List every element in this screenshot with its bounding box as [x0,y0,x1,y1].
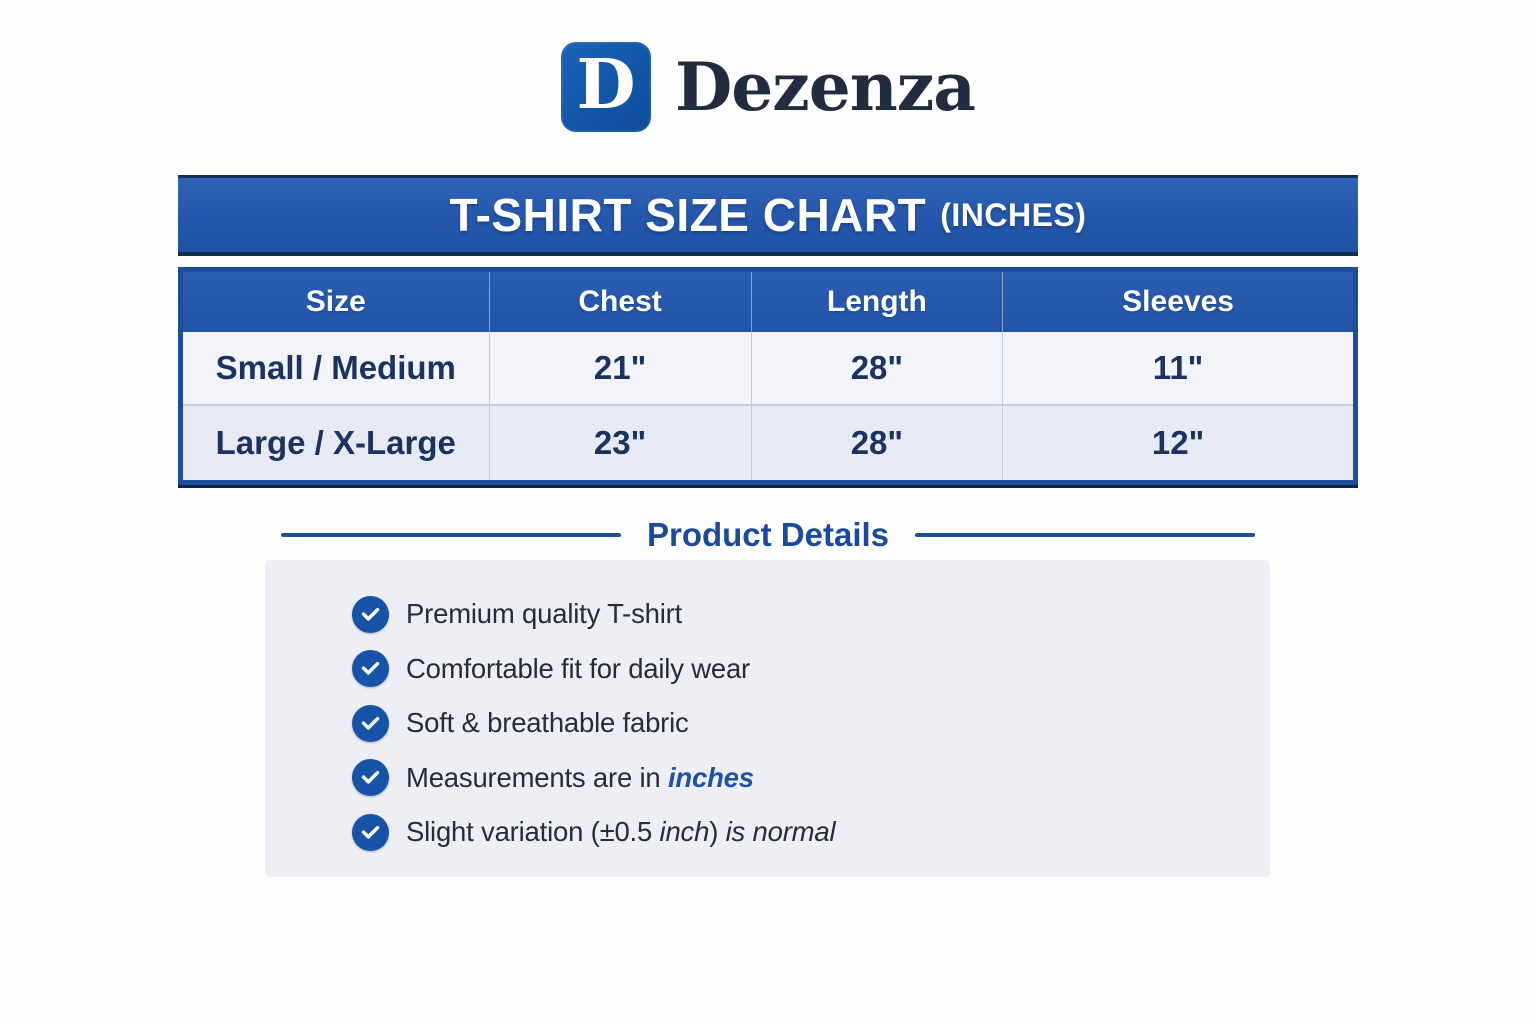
column-header-chest: Chest [490,272,752,332]
list-item-text: Measurements are in inches [406,762,754,794]
cell-size: Large / X-Large [183,406,490,480]
size-chart-table: Size Chest Length Sleeves Small / Medium… [178,267,1358,485]
list-item-text: Slight variation (±0.5 inch) is normal [406,816,836,848]
brand-d-icon: D [561,42,652,132]
list-item-text: Soft & breathable fabric [406,707,689,739]
check-icon [352,759,389,797]
list-item: Measurements are in inches [352,751,1270,806]
cell-length: 28" [752,332,1004,404]
list-item: Comfortable fit for daily wear [352,642,1270,697]
divider-line-right [915,533,1256,537]
list-item-prefix: Measurements are in [406,761,668,793]
cell-sleeves: 11" [1152,349,1204,386]
check-icon [352,704,389,742]
check-icon [352,650,389,688]
cell-chest: 21" [490,332,752,404]
check-icon [352,813,389,851]
list-item: Soft & breathable fabric [352,696,1270,751]
product-details-title: Product Details [646,516,890,553]
list-item: Premium quality T-shirt [352,587,1270,642]
list-item: Slight variation (±0.5 inch) is normal [352,805,1270,860]
list-item-part1: Slight variation (±0.5 [406,816,660,848]
table-row: Large / X-Large 23" 28" 12" [183,406,1353,480]
cell-size: Small / Medium [183,332,490,404]
list-item-text: Premium quality T-shirt [406,598,683,630]
list-item-italic1: inch [659,816,710,848]
list-item-text: Comfortable fit for daily wear [406,652,750,684]
column-header-size: Size [183,272,490,332]
cell-sleeves: 12" [1151,424,1205,461]
cell-length: 28" [752,406,1004,480]
list-item-emphasis: inches [667,761,754,793]
list-item-italic2: is normal [725,816,836,848]
product-details-heading: Product Details [0,516,1536,554]
size-chart-title-bar: T-SHIRT SIZE CHART (INCHES) [178,175,1358,256]
brand-name: Dezenza [675,48,976,126]
column-header-length: Length [752,272,1004,332]
product-details-panel: Premium quality T-shirt Comfortable fit … [265,560,1270,877]
size-chart-title: T-SHIRT SIZE CHART [449,189,927,241]
brand-logo: D Dezenza [0,42,1536,132]
size-chart-title-units: (INCHES) [940,196,1087,233]
list-item-part2: ) [709,816,726,848]
column-header-sleeves: Sleeves [1122,285,1234,318]
product-details-list: Premium quality T-shirt Comfortable fit … [265,560,1270,860]
table-header-row: Size Chest Length Sleeves [183,272,1353,332]
brand-d-letter: D [576,45,636,125]
divider-line-left [280,533,621,537]
table-row: Small / Medium 21" 28" 11" [183,332,1353,406]
cell-chest: 23" [490,406,752,480]
check-icon [352,595,389,633]
